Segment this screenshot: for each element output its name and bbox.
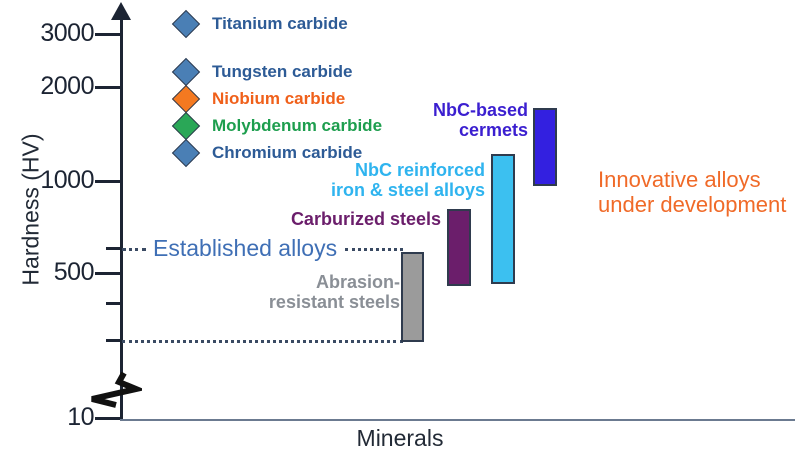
- guide-line-upper-right: [345, 248, 403, 251]
- annotation-abrasion-resistant-steels: Abrasion- resistant steels: [268, 272, 400, 313]
- y-tick-label-2000: 2000: [40, 72, 94, 100]
- axis-break-icon: [91, 372, 142, 408]
- diamond-marker-icon: [171, 111, 201, 140]
- y-axis-arrow-icon: [111, 2, 131, 20]
- diamond-marker-icon: [171, 138, 201, 167]
- legend-label-molybdenum-carbide: Molybdenum carbide: [212, 115, 383, 135]
- bar-abrasion-resistant-steels: [401, 252, 424, 342]
- legend-label-tungsten-carbide: Tungsten carbide: [212, 61, 353, 81]
- legend-label-titanium-carbide: Titanium carbide: [212, 13, 348, 33]
- bar-carburized-steels: [447, 209, 471, 286]
- y-tick-label-1000: 1000: [40, 166, 94, 194]
- annotation-established-alloys: Established alloys: [146, 235, 345, 262]
- bar-nbc-reinforced-alloys: [491, 154, 515, 284]
- y-tick-10: [95, 417, 121, 420]
- annotation-nbc-reinforced-alloys: NbC reinforced iron & steel alloys: [330, 160, 485, 201]
- annotation-nbc-based-cermets: NbC-based cermets: [432, 100, 528, 141]
- y-tick-minor-upper: [106, 247, 121, 250]
- y-axis-line: [120, 16, 123, 421]
- y-tick-label-3000: 3000: [40, 19, 94, 47]
- legend-label-chromium-carbide: Chromium carbide: [212, 142, 363, 162]
- legend-label-niobium-carbide: Niobium carbide: [212, 88, 346, 108]
- y-tick-label-500: 500: [53, 258, 95, 286]
- carbide-legend: Titanium carbide Tungsten carbide Niobiu…: [171, 9, 383, 167]
- legend-item-molybdenum-carbide: Molybdenum carbide: [171, 111, 383, 140]
- diamond-marker-icon: [171, 9, 201, 38]
- diamond-marker-icon: [171, 57, 201, 86]
- annotation-innovative-alloys: Innovative alloys under development: [598, 167, 787, 217]
- guide-line-upper-left: [122, 248, 146, 251]
- y-tick-label-10: 10: [67, 403, 94, 431]
- guide-line-lower: [122, 340, 403, 343]
- legend-item-chromium-carbide: Chromium carbide: [171, 138, 382, 167]
- y-tick-minor-lower: [106, 339, 121, 342]
- annotation-carburized-steels: Carburized steels: [290, 209, 441, 229]
- y-tick-2000: [95, 86, 121, 89]
- legend-item-tungsten-carbide: Tungsten carbide: [171, 57, 382, 86]
- y-tick-3000: [95, 33, 121, 36]
- legend-item-titanium-carbide: Titanium carbide: [171, 9, 382, 38]
- y-tick-1000: [95, 180, 121, 183]
- y-axis-title: Hardness (HV): [17, 133, 44, 286]
- y-tick-500: [95, 272, 121, 275]
- x-axis-title: Minerals: [356, 425, 444, 451]
- y-tick-minor-mid: [106, 302, 121, 305]
- legend-item-niobium-carbide: Niobium carbide: [171, 84, 382, 113]
- bar-nbc-based-cermets: [533, 108, 557, 186]
- diamond-marker-icon: [171, 84, 201, 113]
- x-axis-line: [120, 419, 795, 421]
